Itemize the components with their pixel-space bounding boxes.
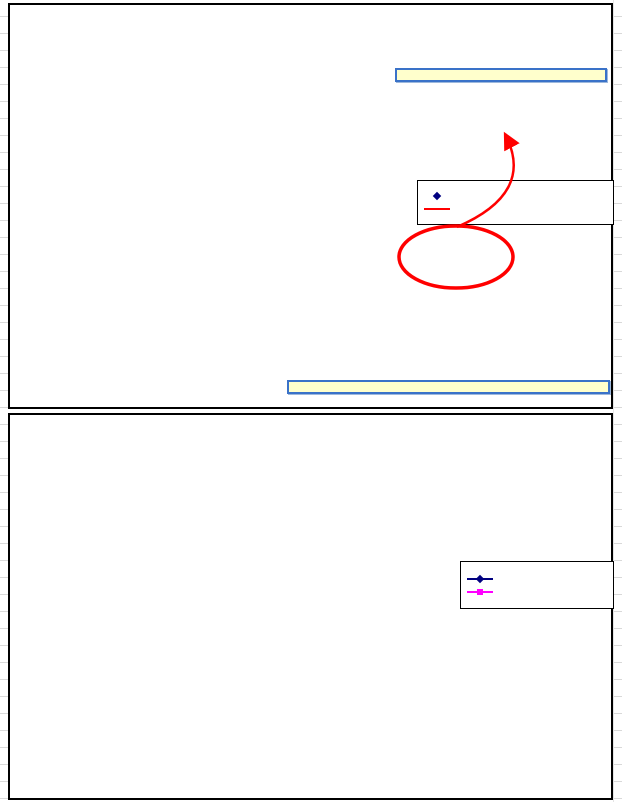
trendline-marker-icon: [424, 204, 450, 214]
square-marker-icon: [467, 587, 493, 597]
legend-item-ucclewhendk: [467, 587, 607, 597]
legend-item-linear: [424, 204, 607, 214]
callout-calibration-multiplier[interactable]: [395, 68, 607, 82]
diamond-marker-icon: [424, 191, 450, 201]
scatter-chart-object[interactable]: [8, 3, 614, 409]
callout-common-data-points[interactable]: [287, 380, 610, 394]
legend-item-dkds: [467, 574, 607, 584]
legend-item-ucclewhendk: [424, 191, 607, 201]
timeseries-chart-object[interactable]: [8, 413, 614, 800]
timeseries-legend[interactable]: [460, 561, 614, 609]
diamond-marker-icon: [467, 574, 493, 584]
worksheet-strip-left: [0, 0, 8, 802]
worksheet-strip-right: [613, 0, 622, 802]
scatter-legend[interactable]: [417, 180, 614, 225]
